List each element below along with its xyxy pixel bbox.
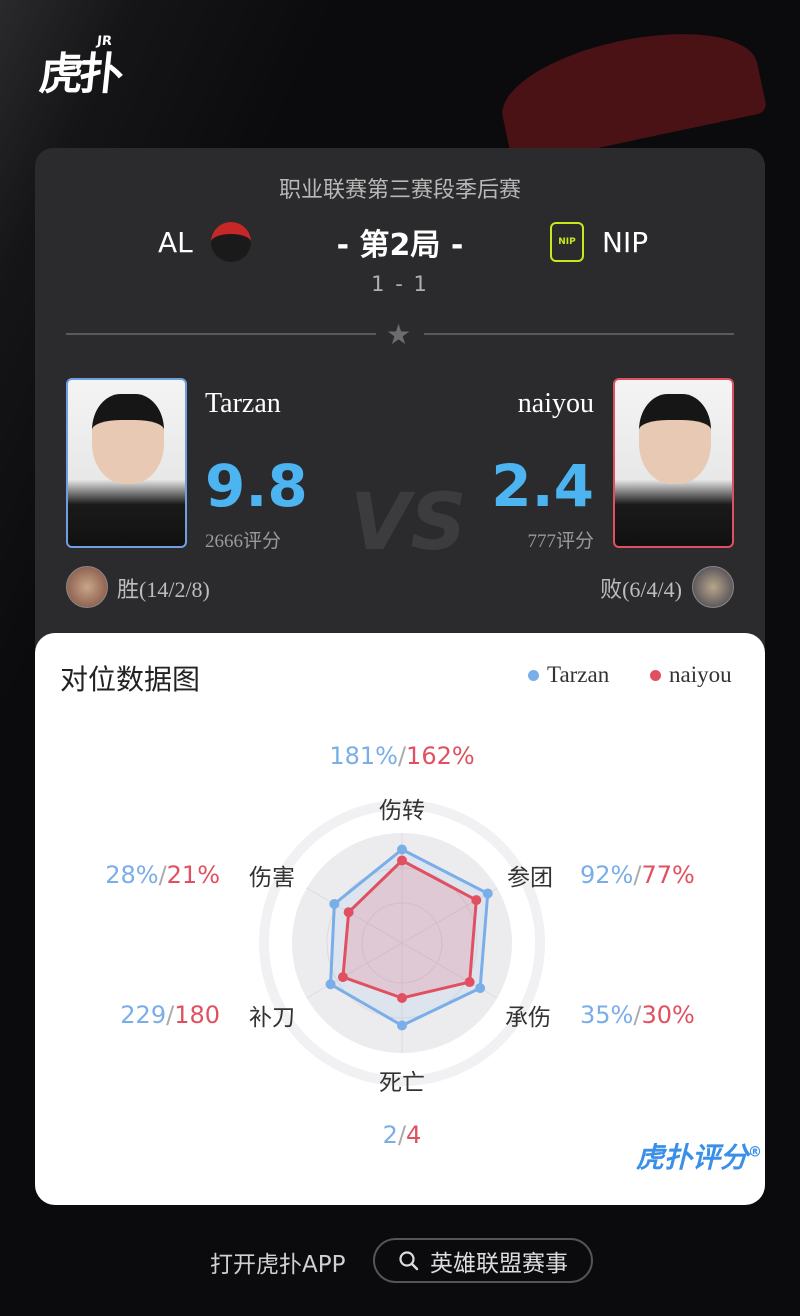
open-app-link[interactable]: 打开虎扑APP [210,1252,346,1278]
axis-values: 229/180 [120,1001,220,1029]
player-left-score: 2666评分 [205,531,282,552]
tarzan-value: 35% [580,1001,634,1029]
tarzan-value: 92% [580,861,634,889]
legend-naiyou: naiyou [650,662,732,688]
chart-title: 对位数据图 [60,663,201,696]
tarzan-value: 229 [120,1001,167,1029]
axis-label: 参团 [507,865,553,891]
radar-point [337,972,348,983]
naiyou-value: 21% [166,861,220,889]
player-right-result: 败(6/4/4) [600,577,682,602]
naiyou-value: 77% [641,861,695,889]
legend-label: Tarzan [547,662,610,687]
legend-label: naiyou [669,662,732,687]
team-nip-logo-icon: NIP [550,222,584,262]
radar-point [397,1020,407,1031]
search-icon [399,1250,419,1270]
player-right-score: 777评分 [527,531,594,552]
search-label: 英雄联盟赛事 [430,1250,568,1277]
axis-label: 伤转 [379,798,425,824]
axis-values: 181%/162% [329,742,474,770]
radar-point [397,993,407,1003]
naiyou-value: 30% [641,1001,695,1029]
radar-point [397,855,407,866]
player-right-name: naiyou [517,388,594,419]
radar-spoke [306,887,403,944]
separator: / [397,742,407,770]
separator: / [633,1001,642,1029]
naiyou-value: 180 [174,1001,220,1029]
player-right-rating: 2.4 [491,452,594,520]
tarzan-value: 2 [382,1121,398,1149]
separator: / [158,861,167,889]
axis-values: 35%/30% [580,1001,695,1029]
axis-values: 92%/77% [580,861,695,889]
team-right[interactable]: NIP NIP [550,222,648,262]
axis-values: 2/4 [383,1121,422,1149]
team-left[interactable]: AL [158,222,251,262]
separator: / [166,1001,175,1029]
star-icon: ★ [386,318,412,351]
game-label: - 第2局 - [336,228,464,263]
radar-point [471,895,482,906]
separator: / [397,1121,407,1149]
legend-dot [528,669,539,681]
radar-point [482,888,493,899]
vs-label: VS [350,478,467,568]
tarzan-value: 181% [329,742,398,770]
axis-label: 死亡 [379,1070,425,1096]
separator: / [633,861,642,889]
legend-tarzan: Tarzan [528,662,609,688]
series-score: 1 - 1 [371,272,429,296]
hupu-rating-brand: 虎扑评分® [636,1141,763,1174]
radar-point [343,907,354,918]
champion-right-icon [692,566,734,608]
radar-outer-ring [259,800,545,1086]
naiyou-value: 4 [406,1121,422,1149]
tarzan-value: 28% [105,861,159,889]
player-left-rating: 9.8 [205,452,308,520]
team-left-name: AL [158,225,193,259]
divider-left [66,333,376,335]
radar-point [325,979,336,990]
axis-values: 28%/21% [105,861,220,889]
radar-point [475,983,486,994]
player-left-photo[interactable] [66,378,187,548]
radar-point [464,977,475,988]
axis-label: 补刀 [249,1005,295,1031]
player-right-photo[interactable] [613,378,734,548]
player-left-name: Tarzan [205,388,281,419]
team-right-name: NIP [602,225,649,259]
legend-dot [650,669,661,681]
radar-spoke [401,887,498,944]
champion-left-icon [66,566,108,608]
radar-point [397,844,407,855]
player-left-result: 胜(14/2/8) [117,577,210,602]
divider-right [424,333,734,335]
team-al-logo-icon [210,222,251,262]
radar-spoke [306,942,403,999]
axis-label: 承伤 [505,1005,551,1031]
search-lol-button[interactable]: 英雄联盟赛事 [373,1238,593,1283]
naiyou-value: 162% [406,742,475,770]
axis-label: 伤害 [249,865,295,891]
league-name: 职业联赛第三赛段季后赛 [278,178,521,203]
radar-point [329,898,340,909]
